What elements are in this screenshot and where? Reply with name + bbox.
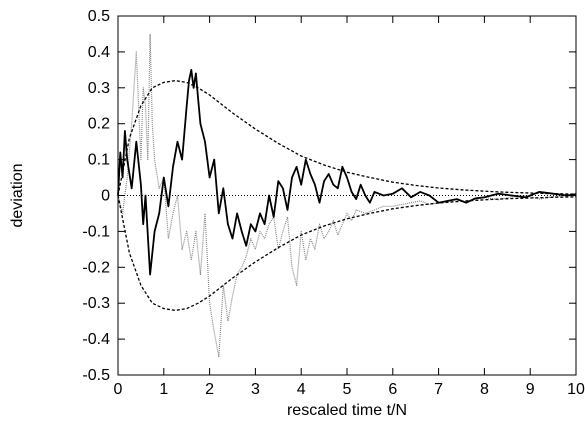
x-tick-label: 4 [297, 381, 306, 398]
y-tick-label: -0.5 [82, 367, 110, 384]
x-tick-label: 6 [388, 381, 397, 398]
x-tick-label: 1 [159, 381, 168, 398]
y-axis-label: deviation [9, 163, 26, 227]
x-tick-label: 3 [251, 381, 260, 398]
x-tick-label: 8 [480, 381, 489, 398]
x-tick-label: 10 [567, 381, 585, 398]
y-tick-label: -0.3 [82, 295, 110, 312]
y-tick-label: -0.4 [82, 331, 110, 348]
y-tick-label: 0.3 [88, 80, 110, 97]
envelope-line [118, 196, 576, 311]
axis-ticks: 0 1 2 3 4 5 6 7 8 9 10 -0.5 -0.4 -0.3 -0.2 -0.1 0 0.1 0.2 0… [82, 8, 585, 398]
x-tick-label: 2 [205, 381, 214, 398]
y-tick-label: 0.4 [88, 44, 110, 61]
x-tick-label: 5 [343, 381, 352, 398]
y-tick-label: 0.1 [88, 152, 110, 169]
y-tick-label: 0.2 [88, 116, 110, 133]
x-axis-label: rescaled time t/N [287, 402, 407, 419]
x-tick-label: 7 [434, 381, 443, 398]
x-tick-label: 0 [114, 381, 123, 398]
y-tick-label: -0.1 [82, 223, 110, 240]
y-tick-label: 0 [101, 188, 110, 205]
y-tick-label: -0.2 [82, 259, 110, 276]
chart-marks [118, 34, 576, 357]
x-tick-label: 9 [526, 381, 535, 398]
y-tick-label: 0.5 [88, 8, 110, 25]
